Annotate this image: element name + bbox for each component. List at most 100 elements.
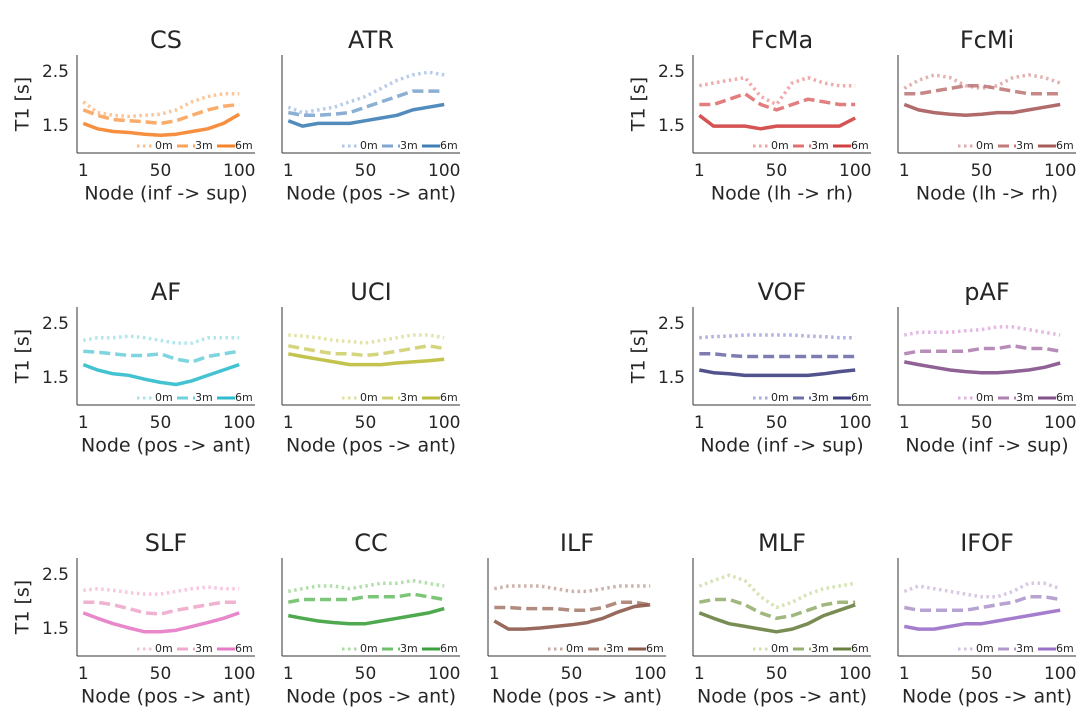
- legend-label: 0m: [976, 139, 994, 152]
- x-tick-label: 1: [283, 161, 294, 181]
- chart-title: pAF: [964, 278, 1009, 306]
- x-tick-label: 1: [899, 161, 910, 181]
- series-line: [699, 92, 856, 112]
- legend-label: 0m: [771, 139, 789, 152]
- series-line: [83, 600, 240, 616]
- series-line: [494, 600, 651, 612]
- x-tick-label: 1: [283, 413, 294, 433]
- y-axis-label: T1 [s]: [628, 77, 650, 132]
- legend-label: 3m: [195, 391, 213, 404]
- series-line: [903, 344, 1061, 356]
- legend-label: 6m: [440, 642, 458, 655]
- series-line: [698, 573, 856, 610]
- x-tick-label: 1: [694, 413, 705, 433]
- x-tick-label: 100: [1044, 161, 1076, 181]
- y-tick-label: 2.5: [42, 62, 69, 82]
- y-tick-label: 1.5: [42, 368, 69, 388]
- chart-title: AF: [151, 278, 181, 306]
- series-line: [83, 349, 240, 364]
- x-tick-label: 50: [150, 664, 172, 684]
- y-axis-label: T1 [s]: [12, 580, 34, 635]
- x-tick-label: 100: [223, 413, 255, 433]
- x-axis-label: Node (pos -> ant): [286, 183, 456, 205]
- x-tick-label: 1: [283, 664, 294, 684]
- series-line: [698, 603, 856, 634]
- x-tick-label: 50: [971, 413, 993, 433]
- series-line: [903, 608, 1061, 631]
- x-tick-label: 50: [766, 161, 788, 181]
- series-line: [287, 606, 445, 626]
- chart-title: SLF: [145, 529, 187, 557]
- legend-label: 3m: [400, 391, 418, 404]
- legend-label: 6m: [1056, 139, 1074, 152]
- x-tick-label: 50: [561, 664, 583, 684]
- chart-title: UCI: [350, 278, 391, 306]
- legend-label: 0m: [155, 391, 173, 404]
- legend-label: 3m: [811, 139, 829, 152]
- x-axis-label: Node (lh -> rh): [711, 183, 853, 205]
- series-line: [904, 83, 1061, 96]
- legend-label: 0m: [976, 391, 994, 404]
- x-tick-label: 1: [694, 664, 705, 684]
- chart-title: FcMa: [751, 26, 813, 54]
- legend-label: 3m: [195, 139, 213, 152]
- series-line: [903, 595, 1061, 612]
- series-line: [82, 102, 240, 126]
- y-tick-label: 2.5: [42, 314, 69, 334]
- x-tick-label: 50: [766, 413, 788, 433]
- legend-label: 3m: [195, 642, 213, 655]
- y-tick-label: 1.5: [42, 116, 69, 136]
- legend-label: 3m: [811, 391, 829, 404]
- x-tick-label: 100: [1044, 664, 1076, 684]
- x-tick-label: 50: [355, 161, 377, 181]
- legend-label: 6m: [440, 139, 458, 152]
- x-tick-label: 50: [355, 664, 377, 684]
- x-axis-label: Node (inf -> sup): [905, 435, 1068, 457]
- series-line: [287, 352, 445, 367]
- legend-label: 6m: [851, 391, 869, 404]
- x-axis-label: Node (pos -> ant): [492, 686, 662, 708]
- y-tick-label: 1.5: [658, 368, 685, 388]
- series-line: [698, 113, 857, 131]
- y-tick-label: 2.5: [42, 565, 69, 585]
- legend-label: 0m: [566, 642, 584, 655]
- legend-label: 3m: [1016, 139, 1034, 152]
- x-axis-label: Node (inf -> sup): [700, 435, 863, 457]
- series-line: [903, 325, 1061, 337]
- series-line: [698, 75, 856, 107]
- legend-label: 3m: [400, 139, 418, 152]
- legend-label: 0m: [360, 391, 378, 404]
- y-tick-label: 2.5: [658, 314, 685, 334]
- x-tick-label: 1: [78, 664, 89, 684]
- x-tick-label: 100: [839, 664, 871, 684]
- chart-title: ATR: [348, 26, 394, 54]
- legend-label: 6m: [851, 139, 869, 152]
- series-line: [493, 584, 651, 594]
- legend-label: 3m: [1016, 642, 1034, 655]
- legend-label: 3m: [606, 642, 624, 655]
- y-axis-label: T1 [s]: [12, 329, 34, 384]
- x-axis-label: Node (pos -> ant): [286, 435, 456, 457]
- series-line: [288, 333, 445, 345]
- x-axis-label: Node (pos -> ant): [81, 435, 251, 457]
- series-line: [82, 112, 241, 137]
- chart-title: ILF: [560, 529, 594, 557]
- x-tick-label: 100: [223, 664, 255, 684]
- legend-label: 6m: [440, 391, 458, 404]
- legend-label: 6m: [1056, 642, 1074, 655]
- series-line: [287, 89, 445, 118]
- y-axis-label: T1 [s]: [628, 329, 650, 384]
- chart-title: CS: [150, 26, 182, 54]
- series-line: [287, 70, 445, 115]
- x-tick-label: 1: [489, 664, 500, 684]
- series-line: [903, 102, 1061, 118]
- x-tick-label: 100: [634, 664, 666, 684]
- x-tick-label: 50: [150, 413, 172, 433]
- legend-label: 6m: [235, 642, 253, 655]
- series-line: [493, 603, 651, 631]
- x-tick-label: 100: [1044, 413, 1076, 433]
- x-tick-label: 1: [899, 413, 910, 433]
- x-tick-label: 100: [839, 161, 871, 181]
- series-line: [82, 92, 240, 119]
- legend-label: 3m: [1016, 391, 1034, 404]
